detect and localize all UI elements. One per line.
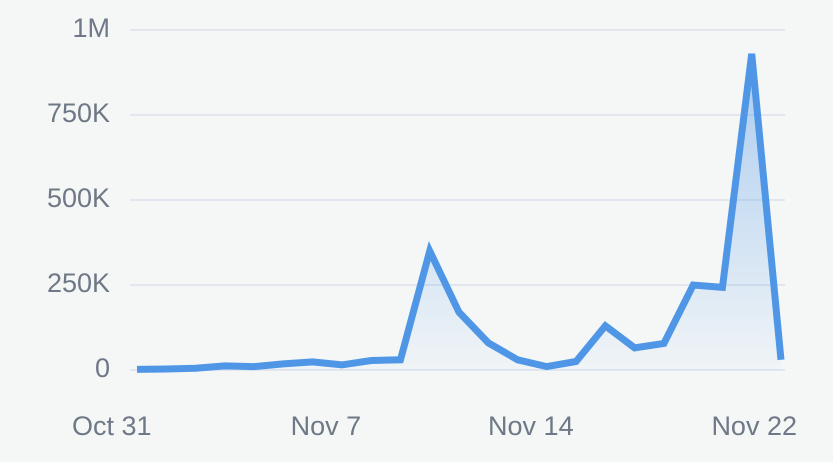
area [137,53,781,371]
x-tick-label: Nov 14 [488,411,574,441]
x-tick-label: Nov 22 [711,411,797,441]
line [136,53,785,373]
x-tick-label: Nov 7 [291,411,362,441]
y-tick-label: 1M [72,13,110,43]
y-tick-label: 250K [47,268,110,298]
y-tick-label: 0 [95,353,110,383]
y-tick-label: 500K [47,183,110,213]
x-tick-label: Oct 31 [72,411,152,441]
y-tick-label: 750K [47,98,110,128]
